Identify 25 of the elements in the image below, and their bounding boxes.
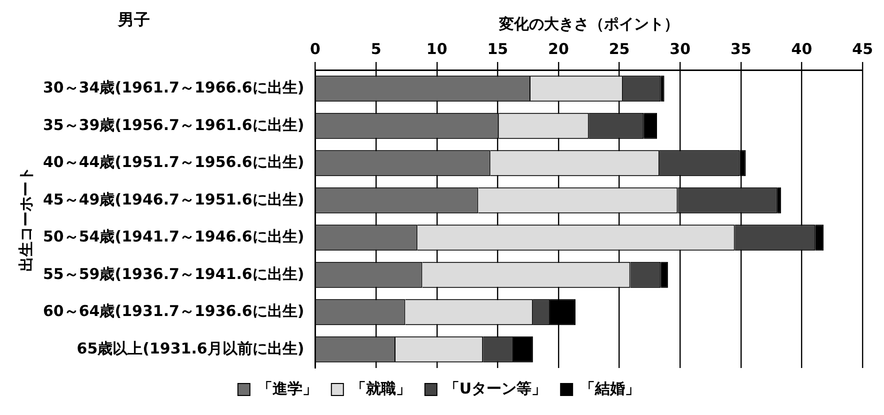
x-tick-label: 25 — [608, 40, 630, 58]
legend-label: 「就職」 — [350, 379, 411, 398]
x-tick-label: 35 — [730, 40, 752, 58]
x-tick-label: 20 — [548, 40, 569, 58]
y-tick-label: 35～39歳(1956.7～1961.6に出生) — [42, 116, 304, 134]
x-tick-label: 5 — [370, 40, 382, 58]
legend-label: 「Uターン等」 — [444, 379, 547, 398]
text: 男子 — [118, 10, 150, 31]
x-tick-label: 0 — [310, 40, 320, 58]
x-axis-title: 変化の大きさ（ポイント） — [498, 14, 679, 33]
y-axis-title: 出生コーホート — [16, 166, 35, 272]
x-tick-label: 10 — [426, 40, 448, 58]
y-tick-label: 60～64歳(1931.7～1936.6に出生) — [42, 302, 304, 320]
legend-label: 「進学」 — [257, 379, 318, 398]
y-tick-label: 40～44歳(1951.7～1956.6に出生) — [42, 153, 304, 172]
y-tick-label: 50～54歳(1941.7～1946.6に出生) — [42, 228, 304, 246]
x-tick-label: 30 — [670, 40, 691, 58]
y-tick-label: 45～49歳(1946.7～1951.6に出生) — [42, 190, 304, 208]
y-tick-label: 65歳以上(1931.6月以前に出生) — [76, 339, 304, 358]
x-tick-label: 15 — [487, 40, 508, 58]
x-tick-label: 45 — [852, 40, 873, 58]
y-tick-label: 30～34歳(1961.7～1966.6に出生) — [42, 78, 304, 97]
x-tick-label: 40 — [791, 40, 812, 58]
legend-label: 「結婚」 — [580, 379, 640, 398]
y-tick-label: 55～59歳(1936.7～1941.6に出生) — [42, 264, 304, 283]
